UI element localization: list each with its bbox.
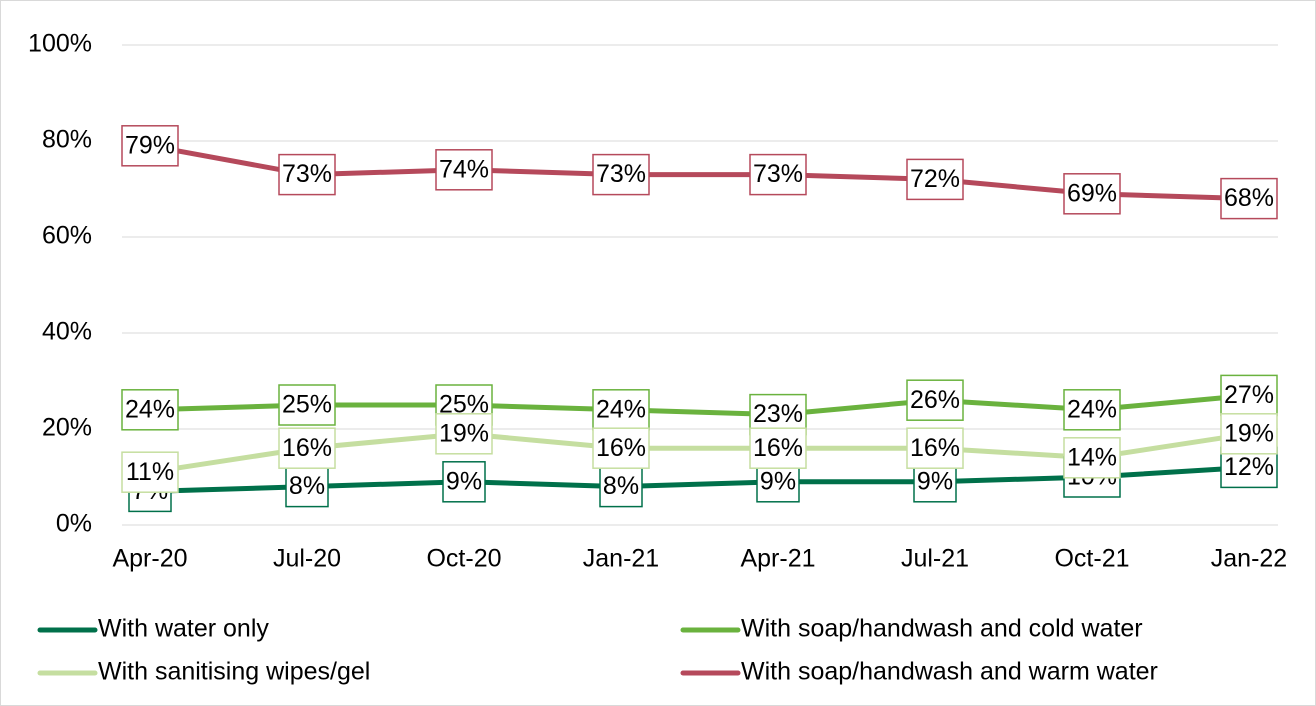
y-tick-label: 0%: [56, 510, 92, 538]
data-label-box: [435, 149, 493, 191]
x-tick-label: Jul-20: [273, 545, 341, 573]
data-label-box: [1063, 173, 1121, 215]
x-tick-label: Oct-20: [426, 545, 501, 573]
data-label: 8%: [289, 472, 325, 500]
data-label: 16%: [910, 434, 960, 462]
data-label-box: [435, 413, 493, 455]
data-label-box: [121, 389, 179, 431]
data-label-box: [592, 427, 650, 469]
data-label: 9%: [446, 467, 482, 495]
data-label-box: [1220, 413, 1278, 455]
data-label-box: [442, 461, 486, 503]
x-tick-label: Apr-21: [740, 545, 815, 573]
data-label-box: [749, 153, 807, 196]
data-label-box: [1220, 177, 1278, 220]
data-label: 14%: [1067, 443, 1117, 471]
data-label: 26%: [910, 386, 960, 414]
data-label: 27%: [1224, 381, 1274, 409]
x-tick-label: Jan-22: [1211, 545, 1287, 573]
y-tick-label: 40%: [42, 318, 92, 346]
legend-label: With soap/handwash and warm water: [741, 658, 1158, 686]
data-label-box: [906, 427, 964, 469]
y-tick-label: 20%: [42, 414, 92, 442]
data-label-box: [1220, 374, 1278, 417]
data-label: 24%: [1067, 395, 1117, 423]
data-label: 19%: [1224, 419, 1274, 447]
legend-label: With water only: [98, 615, 269, 643]
data-label-box: [599, 465, 643, 508]
data-label: 16%: [282, 434, 332, 462]
x-tick-label: Jan-21: [583, 545, 659, 573]
x-tick-label: Apr-20: [112, 545, 187, 573]
data-label: 19%: [439, 419, 489, 447]
data-label: 74%: [439, 155, 489, 183]
data-label: 9%: [917, 467, 953, 495]
data-label-box: [592, 389, 650, 431]
data-label-box: [1063, 389, 1121, 431]
x-tick-label: Jul-21: [901, 545, 969, 573]
data-label: 68%: [1224, 184, 1274, 212]
data-label-box: [592, 153, 650, 196]
data-label: 73%: [753, 160, 803, 188]
data-label: 23%: [753, 400, 803, 428]
data-label-box: [906, 379, 964, 421]
data-label: 16%: [753, 434, 803, 462]
data-label-box: [278, 384, 336, 426]
data-label: 72%: [910, 165, 960, 193]
data-label-box: [1063, 437, 1121, 479]
data-label: 73%: [596, 160, 646, 188]
data-label: 69%: [1067, 179, 1117, 207]
y-tick-label: 100%: [28, 30, 92, 58]
data-label: 12%: [1224, 453, 1274, 481]
x-tick-label: Oct-21: [1054, 545, 1129, 573]
data-label-box: [906, 158, 964, 201]
y-tick-label: 60%: [42, 222, 92, 250]
data-label: 79%: [125, 131, 175, 159]
data-label-box: [121, 451, 179, 493]
data-label: 16%: [596, 434, 646, 462]
data-label: 25%: [282, 391, 332, 419]
data-label-box: [121, 125, 179, 167]
data-label: 24%: [125, 395, 175, 423]
data-label-box: [278, 153, 336, 196]
data-label: 24%: [596, 395, 646, 423]
data-label-box: [749, 427, 807, 469]
y-tick-label: 80%: [42, 126, 92, 154]
data-label: 9%: [760, 467, 796, 495]
data-label-box: [278, 427, 336, 469]
legend-label: With soap/handwash and cold water: [741, 615, 1143, 643]
data-label: 8%: [603, 472, 639, 500]
data-label: 11%: [126, 458, 174, 486]
data-label: 73%: [282, 160, 332, 188]
legend-label: With sanitising wipes/gel: [98, 658, 370, 686]
